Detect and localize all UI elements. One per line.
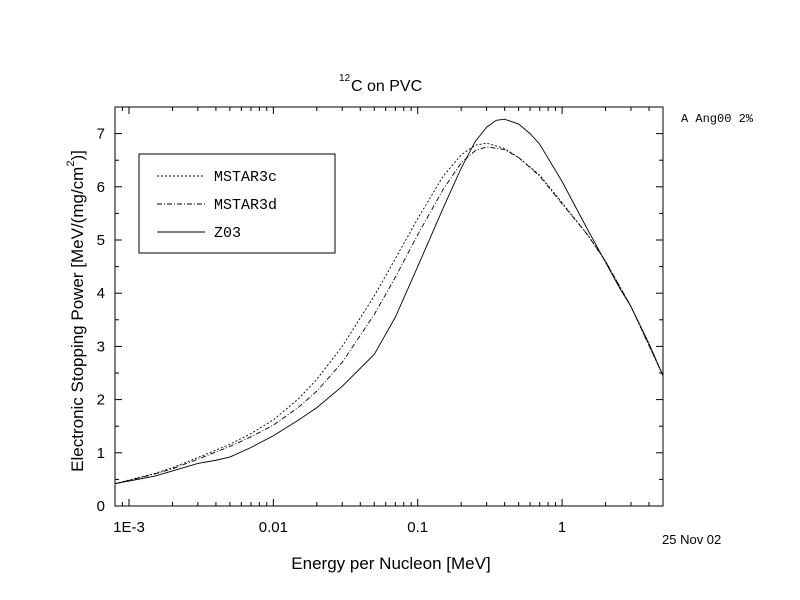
y-tick-label: 0 (97, 498, 105, 515)
series-line-mstar3d (114, 146, 664, 485)
y-tick-label: 6 (97, 179, 105, 196)
x-tick-label: 1 (558, 519, 566, 536)
x-axis-label: Energy per Nucleon [MeV] (291, 554, 490, 573)
legend-label-mstar3d: MSTAR3d (214, 197, 277, 214)
y-axis-label-superscript: 2 (65, 161, 77, 167)
x-tick-label: 0.1 (407, 519, 428, 536)
annotation-date: 25 Nov 02 (662, 532, 721, 547)
legend: MSTAR3c MSTAR3d Z03 (138, 153, 336, 254)
y-tick-label: 2 (97, 392, 105, 409)
y-axis-ticks: 0 1 2 3 4 5 6 7 (97, 106, 663, 515)
plot-area-frame (114, 106, 664, 507)
annotation-top-right: A Ang00 2% (681, 112, 754, 126)
series-lines (114, 118, 664, 485)
y-tick-label: 4 (97, 285, 105, 302)
series-line-z03 (114, 118, 664, 485)
x-axis-ticks: 1E-3 0.01 0.1 1 (113, 107, 664, 536)
y-axis-label-main: Electronic Stopping Power [MeV/(mg/cm (68, 167, 87, 472)
y-tick-label: 1 (97, 445, 105, 462)
y-axis-label-close: )] (68, 150, 87, 160)
y-tick-label: 7 (97, 126, 105, 143)
x-tick-label: 0.01 (259, 519, 288, 536)
legend-box (138, 153, 336, 254)
series-line-mstar3c (114, 142, 664, 485)
svg-text:Electronic Stopping Power [MeV: Electronic Stopping Power [MeV/(mg/cm2)] (65, 150, 87, 472)
y-tick-label: 5 (97, 232, 105, 249)
y-axis-label: Electronic Stopping Power [MeV/(mg/cm2)] (65, 150, 87, 472)
chart-title-superscript: 12 (339, 73, 351, 84)
x-tick-label: 1E-3 (113, 519, 145, 536)
legend-label-mstar3c: MSTAR3c (214, 169, 277, 186)
y-tick-label: 3 (97, 338, 105, 355)
legend-label-z03: Z03 (214, 225, 241, 242)
chart-title: C on PVC (351, 78, 422, 95)
